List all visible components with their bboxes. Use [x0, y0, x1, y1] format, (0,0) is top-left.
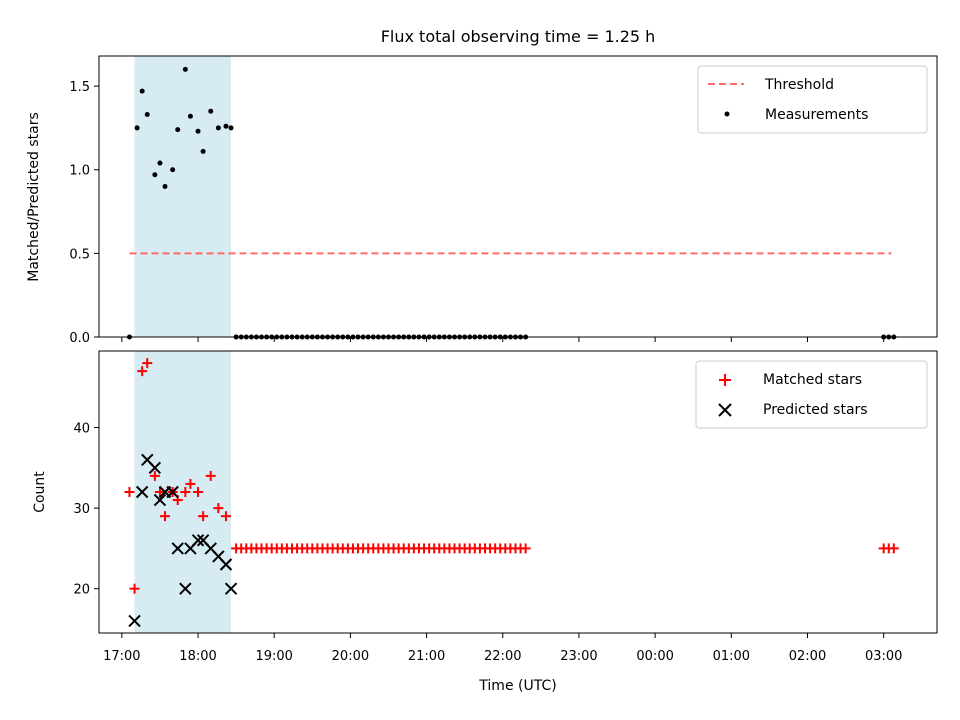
top-ytick-label-1: 0.5 [69, 247, 90, 262]
bottom-x-ticks: 17:00 18:00 19:00 20:00 21:00 22:00 23:00 00:00… [103, 633, 902, 664]
bottom-axes-frame [98, 350, 938, 634]
matched-star-point-13 [205, 470, 216, 481]
matched-star-point-5 [154, 487, 165, 497]
measurement-point-9 [182, 66, 188, 72]
xtick-label-7: 00:00 [636, 649, 673, 664]
top-ytick-label-3: 1.5 [69, 80, 90, 95]
matched-star-point-12 [198, 511, 209, 522]
bottom-panel: 20 30 40 17:00 18:00 19:00 20:00 21:00 22:00 23:… [32, 350, 938, 694]
matched-star-point-1 [129, 583, 140, 594]
predicted-star-point-1 [135, 485, 149, 499]
xtick-label-3: 20:00 [332, 649, 369, 664]
legend-measurements-label: Measurements [765, 107, 868, 123]
measurement-point-15 [223, 123, 229, 129]
bottom-y-axis-label: Count [32, 471, 48, 513]
measurement-point-10 [187, 113, 193, 119]
matched-star-point-2 [137, 366, 148, 377]
xtick-label-1: 18:00 [179, 649, 216, 664]
legend-threshold-label: Threshold [764, 77, 834, 93]
top-axes-frame [98, 55, 938, 338]
top-x-ticks [121, 337, 885, 342]
measurement-point-7 [170, 167, 176, 173]
predicted-star-point-3 [148, 461, 162, 475]
measurement-point-2 [139, 88, 145, 94]
matched-stars-points [124, 358, 899, 594]
measurement-point-5 [157, 160, 163, 166]
predicted-star-point-10 [191, 534, 205, 547]
matched-star-point-14 [213, 503, 224, 514]
x-axis-label: Time (UTC) [478, 678, 556, 694]
bottom-ytick-label-1: 30 [73, 502, 90, 517]
matched-star-point-10 [185, 478, 196, 489]
measurement-point-8 [175, 127, 181, 133]
measurement-point-11 [195, 128, 201, 134]
matched-star-point-6 [160, 511, 171, 522]
predicted-star-point-7 [171, 542, 184, 555]
top-y-ticks: 0.0 0.5 1.0 1.5 [69, 80, 99, 346]
measurement-point-3 [144, 112, 150, 118]
xtick-label-8: 01:00 [713, 649, 750, 664]
bottom-y-ticks: 20 30 40 [73, 422, 99, 598]
matched-star-point-0 [124, 487, 135, 497]
predicted-star-point-8 [179, 582, 192, 595]
measurement-point-13 [208, 108, 214, 114]
xtick-label-10: 03:00 [865, 649, 902, 664]
legend-predicted-label: Predicted stars [763, 402, 868, 418]
predicted-star-point-0 [128, 614, 141, 628]
matched-star-point-76 [888, 543, 899, 554]
measurement-point-6 [162, 183, 168, 189]
xtick-label-5: 22:00 [484, 649, 521, 664]
top-ytick-label-0: 0.0 [69, 331, 90, 346]
top-panel: 0.0 0.5 1.0 1.5 Matched/Predicted stars Thr… [26, 55, 938, 346]
matched-star-point-3 [142, 358, 153, 369]
xtick-label-9: 02:00 [789, 649, 826, 664]
measurement-point-1 [134, 125, 140, 131]
measurement-point-16 [228, 125, 234, 131]
legend-matched-label: Matched stars [763, 372, 862, 388]
xtick-label-2: 19:00 [255, 649, 292, 664]
bottom-ytick-label-0: 20 [73, 583, 90, 598]
matched-star-point-11 [193, 487, 204, 497]
predicted-star-point-14 [219, 558, 233, 571]
xtick-label-6: 23:00 [560, 649, 597, 664]
matched-star-point-73 [520, 543, 531, 554]
matched-star-point-9 [180, 487, 191, 497]
chart-title: Flux total observing time = 1.25 h [381, 27, 656, 46]
predicted-star-point-6 [166, 485, 179, 499]
top-y-axis-label: Matched/Predicted stars [26, 112, 42, 282]
top-ytick-label-2: 1.0 [69, 164, 90, 179]
predicted-stars-points [128, 453, 238, 628]
measurement-point-4 [152, 172, 158, 178]
xtick-label-0: 17:00 [103, 649, 140, 664]
bottom-ytick-label-2: 40 [73, 422, 90, 437]
xtick-label-4: 21:00 [408, 649, 445, 664]
top-shaded-span [134, 56, 232, 337]
matched-star-point-15 [220, 511, 231, 522]
predicted-star-point-4 [153, 493, 167, 507]
legend-matched-swatch [719, 374, 731, 386]
top-legend-box [697, 65, 928, 134]
measurement-point-12 [200, 148, 206, 154]
predicted-star-point-15 [224, 582, 238, 595]
matched-star-point-4 [149, 470, 160, 481]
measurement-point-14 [215, 125, 221, 131]
legend-measurements-swatch [724, 111, 730, 117]
legend-predicted-swatch [718, 403, 732, 417]
bottom-legend: Matched stars Predicted stars [695, 360, 928, 429]
bottom-legend-box [695, 360, 928, 429]
top-legend: Threshold Measurements [697, 65, 928, 134]
